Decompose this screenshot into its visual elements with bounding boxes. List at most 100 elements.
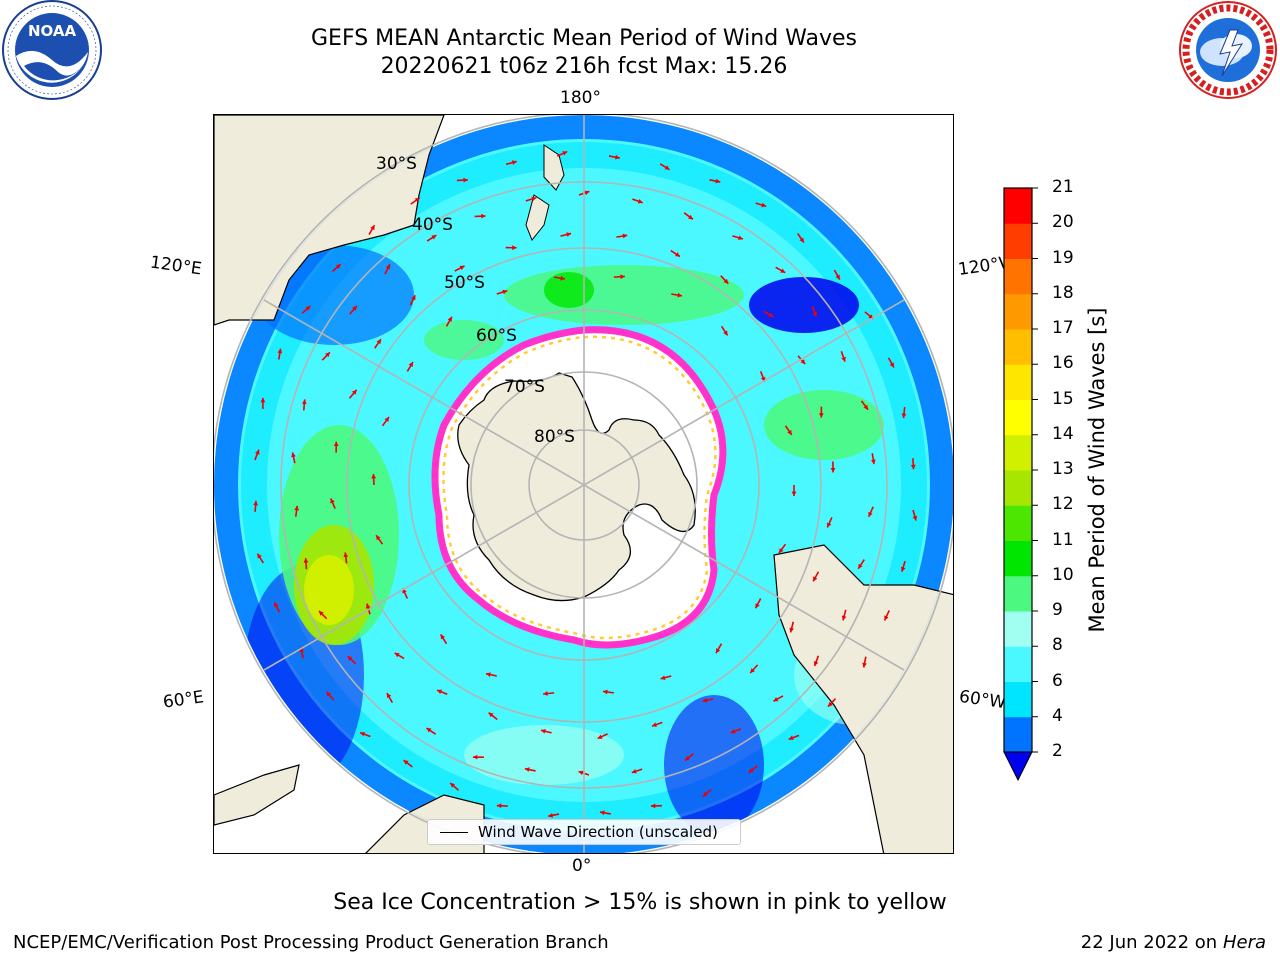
wave-arrow-head bbox=[730, 729, 736, 734]
wave-arrow-head bbox=[748, 768, 754, 773]
wave-arrow-head bbox=[597, 734, 603, 739]
wave-arrow-head bbox=[326, 691, 332, 697]
colorbar-bin bbox=[1004, 364, 1032, 400]
sea-ice-caption: Sea Ice Concentration > 15% is shown in … bbox=[333, 890, 947, 915]
wave-arrow-head bbox=[403, 760, 409, 765]
colorbar-tick-label: 14 bbox=[1052, 423, 1074, 444]
wave-arrow-head bbox=[463, 177, 468, 183]
wave-arrow-head bbox=[862, 662, 867, 668]
wave-arrow-head bbox=[912, 515, 918, 521]
footer-date-text: 22 Jun 2022 on bbox=[1080, 932, 1218, 953]
colorbar-tick-label: 16 bbox=[1052, 353, 1074, 374]
polar-map: 30°S 40°S 50°S 60°S 70°S 80°S bbox=[214, 115, 953, 853]
colorbar-tick-label: 15 bbox=[1052, 388, 1074, 409]
wave-arrow-head bbox=[791, 491, 797, 496]
chart-subtitle: 20220621 t06z 216h fcst Max: 15.26 bbox=[380, 54, 788, 79]
wave-arrow-head bbox=[376, 535, 381, 541]
wave-arrow-head bbox=[488, 712, 494, 718]
colorbar-bin bbox=[1004, 293, 1032, 330]
colorbar-ticks bbox=[1032, 187, 1038, 753]
wave-arrow-head bbox=[294, 505, 300, 511]
graticule bbox=[214, 115, 953, 853]
wave-arrow-head bbox=[889, 362, 894, 368]
wave-arrow-head bbox=[255, 449, 260, 455]
wave-arrow-head bbox=[715, 178, 721, 184]
lat-label-40s: 40°S bbox=[412, 215, 453, 235]
wave-arrow-head bbox=[370, 225, 375, 231]
wave-arrow-head bbox=[778, 548, 784, 554]
wave-arrow-head bbox=[901, 413, 907, 419]
wave-arrow-head bbox=[637, 199, 643, 204]
wave-arrow-head bbox=[818, 413, 824, 418]
wave-arrow-head bbox=[884, 615, 889, 621]
wave-arrow-head bbox=[828, 701, 833, 707]
wave-arrow-head bbox=[305, 306, 311, 311]
colorbar-tick-label: 18 bbox=[1052, 282, 1074, 303]
wave-arrow-head bbox=[615, 154, 620, 160]
colorbar-bin bbox=[1004, 611, 1032, 647]
legend-label: Wind Wave Direction (unscaled) bbox=[478, 823, 718, 841]
chart-title: GEFS MEAN Antarctic Mean Period of Wind … bbox=[311, 26, 857, 51]
lat-label-50s: 50°S bbox=[444, 273, 485, 293]
map-legend: Wind Wave Direction (unscaled) bbox=[427, 819, 741, 845]
wave-arrow-head bbox=[459, 265, 465, 271]
colorbar-bin bbox=[1004, 223, 1032, 259]
wave-arrow-head bbox=[343, 552, 349, 558]
land-antarctica bbox=[457, 372, 696, 602]
footer-date: 22 Jun 2022 on Hera bbox=[1081, 932, 1266, 953]
wave-arrow-head bbox=[253, 500, 259, 506]
wave-arrow-head bbox=[813, 661, 819, 667]
wave-arrow-head bbox=[688, 214, 693, 220]
wave-arrow-head bbox=[472, 754, 478, 760]
wave-arrow-head bbox=[543, 691, 548, 696]
wave-arrow-head bbox=[868, 511, 873, 517]
wave-arrow-head bbox=[652, 722, 657, 727]
wave-arrow-head bbox=[677, 292, 683, 298]
colorbar-bin bbox=[1004, 681, 1032, 718]
wave-arrow-head bbox=[768, 312, 774, 317]
colorbar-tick-label: 13 bbox=[1052, 459, 1074, 479]
colorbar-tick-label: 12 bbox=[1052, 494, 1074, 515]
colorbar-tick-label: 21 bbox=[1052, 177, 1074, 197]
wave-arrow-head bbox=[841, 356, 846, 362]
wave-arrow-head bbox=[274, 602, 279, 608]
wave-arrow-head bbox=[335, 264, 341, 269]
wave-arrow-head bbox=[437, 689, 443, 695]
wave-arrow-head bbox=[761, 202, 767, 208]
wave-arrow-head bbox=[260, 397, 266, 403]
wave-arrow-head bbox=[511, 160, 517, 165]
colorbar-bin bbox=[1004, 716, 1032, 753]
wave-arrow-head bbox=[512, 245, 517, 251]
wave-arrow-head bbox=[408, 361, 413, 367]
wave-arrow-head bbox=[524, 767, 530, 772]
wave-arrow-head bbox=[386, 693, 392, 699]
lat-label-70s: 70°S bbox=[504, 377, 545, 397]
land-madagascar bbox=[214, 764, 300, 826]
colorbar bbox=[1003, 187, 1038, 782]
wave-arrow-head bbox=[376, 339, 381, 345]
colorbar-bin bbox=[1004, 434, 1032, 471]
wave-arrow-head bbox=[333, 441, 339, 447]
wave-arrow-head bbox=[347, 656, 353, 661]
wave-arrow-head bbox=[414, 197, 420, 203]
wave-arrow-head bbox=[384, 416, 390, 422]
wave-arrow-head bbox=[562, 151, 568, 156]
legend-line-swatch bbox=[440, 832, 468, 833]
lon-label-120e: 120°E bbox=[148, 252, 203, 280]
wave-arrow-head bbox=[773, 696, 779, 702]
wave-arrow-head bbox=[303, 558, 309, 563]
wave-arrow-head bbox=[531, 196, 537, 202]
wave-arrow-head bbox=[738, 235, 743, 241]
wave-arrow-head bbox=[715, 648, 721, 654]
colorbar-extend-triangle bbox=[1003, 751, 1033, 782]
wave-arrow-head bbox=[684, 755, 690, 761]
wave-arrow-head bbox=[385, 264, 391, 270]
colorbar-tick-label: 9 bbox=[1052, 600, 1063, 620]
colorbar-tick-label: 10 bbox=[1052, 564, 1074, 585]
wave-arrow-head bbox=[813, 576, 818, 582]
footer-host: Hera bbox=[1222, 932, 1266, 953]
lat-label-30s: 30°S bbox=[376, 154, 417, 174]
wave-arrow-head bbox=[750, 668, 755, 674]
wave-arrow-head bbox=[650, 803, 656, 809]
wave-arrow-head bbox=[325, 352, 330, 358]
